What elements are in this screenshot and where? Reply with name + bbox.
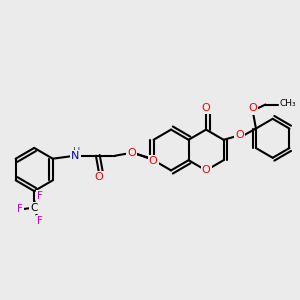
- Text: O: O: [249, 103, 257, 113]
- Text: O: O: [94, 172, 103, 182]
- Text: CH₃: CH₃: [279, 98, 296, 107]
- Text: F: F: [37, 190, 43, 201]
- Text: O: O: [148, 156, 158, 166]
- Text: O: O: [202, 165, 210, 176]
- Text: O: O: [202, 103, 210, 113]
- Text: F: F: [37, 216, 43, 226]
- Text: F: F: [17, 204, 23, 214]
- Text: N: N: [71, 151, 79, 161]
- Text: C: C: [31, 202, 38, 213]
- Text: O: O: [236, 130, 244, 140]
- Text: O: O: [127, 148, 136, 158]
- Text: H: H: [73, 147, 80, 157]
